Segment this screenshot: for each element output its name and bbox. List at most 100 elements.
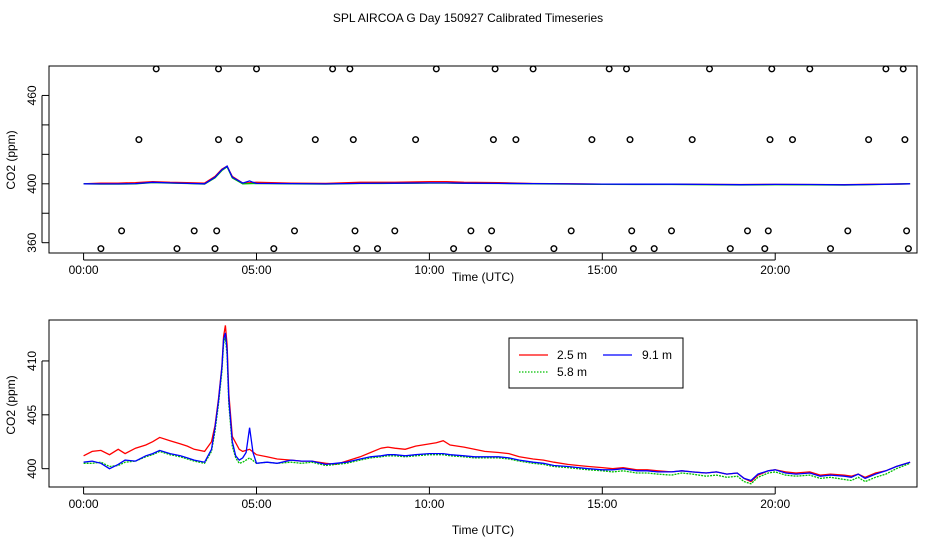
y-tick-label: 360 <box>25 232 39 252</box>
legend-label-9-1m: 9.1 m <box>642 348 672 362</box>
top-panel: 00:00 05:00 10:00 15:00 20:00 360 400 460 Time… <box>4 65 918 284</box>
y-tick-label: 400 <box>25 173 39 193</box>
x-tick-label: 15:00 <box>587 263 617 277</box>
scatter-point <box>529 65 537 73</box>
scatter-point <box>118 227 126 235</box>
y-tick-label: 405 <box>25 404 39 424</box>
bottom-series-lines <box>83 325 911 485</box>
scatter-point <box>391 227 399 235</box>
scatter-point <box>567 227 575 235</box>
scatter-point <box>97 245 105 253</box>
scatter-point <box>789 136 797 144</box>
scatter-point <box>882 65 890 73</box>
top-x-axis: 00:00 05:00 10:00 15:00 20:00 <box>69 253 791 277</box>
scatter-point <box>806 65 814 73</box>
scatter-point <box>726 245 734 253</box>
bottom-y-label: CO2 (ppm) <box>4 375 18 434</box>
scatter-point <box>252 65 260 73</box>
bottom-x-label: Time (UTC) <box>452 523 514 537</box>
scatter-point <box>488 227 496 235</box>
top-y-axis: 360 400 460 <box>25 85 49 253</box>
bottom-panel: 00:00 05:00 10:00 15:00 20:00 400 405 410 Time… <box>4 319 918 537</box>
y-tick-label: 410 <box>25 351 39 371</box>
scatter-point <box>346 65 354 73</box>
scatter-point <box>605 65 613 73</box>
scatter-point <box>688 136 696 144</box>
scatter-point <box>311 136 319 144</box>
scatter-point <box>512 136 520 144</box>
scatter-point <box>467 227 475 235</box>
scatter-point <box>550 245 558 253</box>
scatter-point <box>764 227 772 235</box>
scatter-point <box>901 136 909 144</box>
legend-label-2-5m: 2.5 m <box>557 348 587 362</box>
x-tick-label: 05:00 <box>241 497 271 511</box>
scatter-point <box>668 227 676 235</box>
series-line-5-8-m <box>83 337 911 485</box>
scatter-point <box>865 136 873 144</box>
x-tick-label: 10:00 <box>414 497 444 511</box>
scatter-point <box>135 136 143 144</box>
bottom-x-axis: 00:00 05:00 10:00 15:00 20:00 <box>69 487 791 511</box>
top-x-label: Time (UTC) <box>452 270 514 284</box>
scatter-point <box>623 65 631 73</box>
top-scatter-points <box>97 65 912 253</box>
legend: 2.5 m 5.8 m 9.1 m <box>508 337 684 389</box>
scatter-point <box>432 65 440 73</box>
scatter-point <box>588 136 596 144</box>
scatter-point <box>152 65 160 73</box>
scatter-point <box>235 136 243 144</box>
scatter-point <box>768 65 776 73</box>
scatter-point <box>626 136 634 144</box>
scatter-point <box>211 245 219 253</box>
scatter-point <box>904 245 912 253</box>
scatter-point <box>650 245 658 253</box>
x-tick-label: 15:00 <box>587 497 617 511</box>
scatter-point <box>214 65 222 73</box>
scatter-point <box>450 245 458 253</box>
scatter-point <box>629 245 637 253</box>
series-line-9-1-m <box>83 332 911 482</box>
scatter-point <box>374 245 382 253</box>
scatter-point <box>351 227 359 235</box>
scatter-point <box>489 136 497 144</box>
top-series-lines <box>83 165 911 186</box>
scatter-point <box>744 227 752 235</box>
figure-title: SPL AIRCOA G Day 150927 Calibrated Times… <box>333 11 603 25</box>
top-plot-frame <box>48 65 918 254</box>
y-tick-label: 460 <box>25 85 39 105</box>
x-tick-label: 05:00 <box>241 263 271 277</box>
scatter-point <box>706 65 714 73</box>
scatter-point <box>190 227 198 235</box>
scatter-point <box>214 136 222 144</box>
scatter-point <box>827 245 835 253</box>
scatter-point <box>844 227 852 235</box>
scatter-point <box>903 227 911 235</box>
x-tick-label: 20:00 <box>760 263 790 277</box>
scatter-point <box>270 245 278 253</box>
scatter-point <box>213 227 221 235</box>
scatter-point <box>349 136 357 144</box>
scatter-point <box>353 245 361 253</box>
scatter-point <box>491 65 499 73</box>
scatter-point <box>899 65 907 73</box>
scatter-point <box>761 245 769 253</box>
scatter-point <box>766 136 774 144</box>
series-line-2-5-m <box>83 325 911 483</box>
x-tick-label: 20:00 <box>760 497 790 511</box>
legend-box <box>508 337 684 389</box>
series-line-9-1-m <box>83 165 911 186</box>
scatter-point <box>291 227 299 235</box>
scatter-point <box>484 245 492 253</box>
bottom-plot-frame <box>48 319 918 488</box>
scatter-point <box>412 136 420 144</box>
scatter-point <box>173 245 181 253</box>
scatter-point <box>329 65 337 73</box>
bottom-y-axis: 400 405 410 <box>25 351 49 479</box>
x-tick-label: 10:00 <box>414 263 444 277</box>
top-y-label: CO2 (ppm) <box>4 130 18 189</box>
legend-label-5-8m: 5.8 m <box>557 365 587 379</box>
y-tick-label: 400 <box>25 458 39 478</box>
scatter-point <box>628 227 636 235</box>
